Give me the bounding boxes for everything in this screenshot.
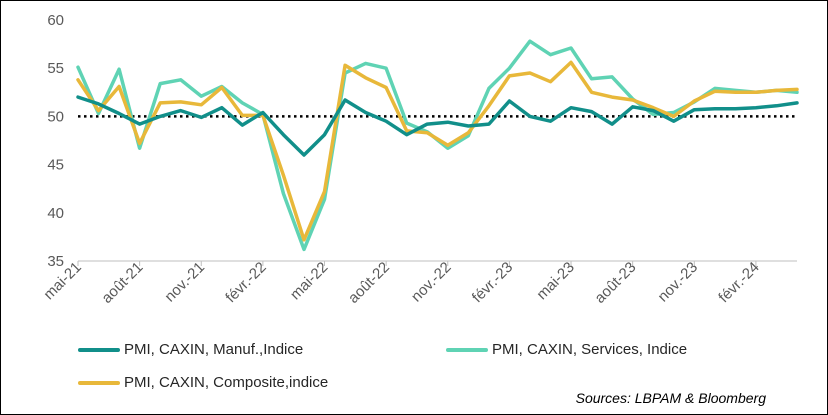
- series-line-2: [76, 95, 799, 157]
- legend-services-label: PMI, CAXIN, Services, Indice: [492, 341, 688, 358]
- x-tick-label: févr.-22: [222, 259, 269, 306]
- y-tick-label: 60: [47, 12, 64, 29]
- x-tick-label: févr.-24: [715, 259, 762, 306]
- y-tick-label: 40: [47, 205, 64, 222]
- y-tick-label: 45: [47, 157, 64, 174]
- legend-services-swatch: [446, 347, 488, 352]
- x-tick-label: mai-22: [287, 259, 331, 303]
- legend-manuf-label: PMI, CAXIN, Manuf.,Indice: [124, 341, 304, 358]
- series-lines: [76, 39, 799, 252]
- x-tick-label: févr.-23: [469, 259, 516, 306]
- x-tick-label: nov.-23: [655, 259, 702, 306]
- y-axis-ticks: 35 40 45 50 55 60: [47, 12, 64, 270]
- x-tick-label: nov.-21: [161, 259, 208, 306]
- x-tick-label: août-22: [345, 259, 393, 307]
- legend-composite-swatch: [78, 380, 120, 385]
- legend-manuf-swatch: [78, 347, 120, 352]
- x-tick-label: août-23: [591, 259, 639, 307]
- y-tick-label: 50: [47, 108, 64, 125]
- series-line-0: [76, 39, 799, 252]
- y-tick-label: 55: [47, 60, 64, 77]
- series-line-1: [76, 60, 799, 242]
- x-tick-label: août-21: [98, 259, 146, 307]
- x-tick-label: mai-23: [533, 259, 577, 303]
- legend-services: PMI, CAXIN, Services, Indice: [446, 341, 687, 358]
- x-axis-ticks: mai-21 août-21 nov.-21 févr.-22 mai-22 août-2…: [40, 259, 762, 307]
- source-note: Sources: LBPAM & Bloomberg: [575, 390, 766, 406]
- legend-manuf: PMI, CAXIN, Manuf.,Indice: [78, 341, 303, 358]
- legend-composite-label: PMI, CAXIN, Composite,indice: [124, 374, 329, 391]
- legend-composite: PMI, CAXIN, Composite,indice: [78, 374, 328, 391]
- y-tick-label: 35: [47, 253, 64, 270]
- x-tick-label: nov.-22: [408, 259, 455, 306]
